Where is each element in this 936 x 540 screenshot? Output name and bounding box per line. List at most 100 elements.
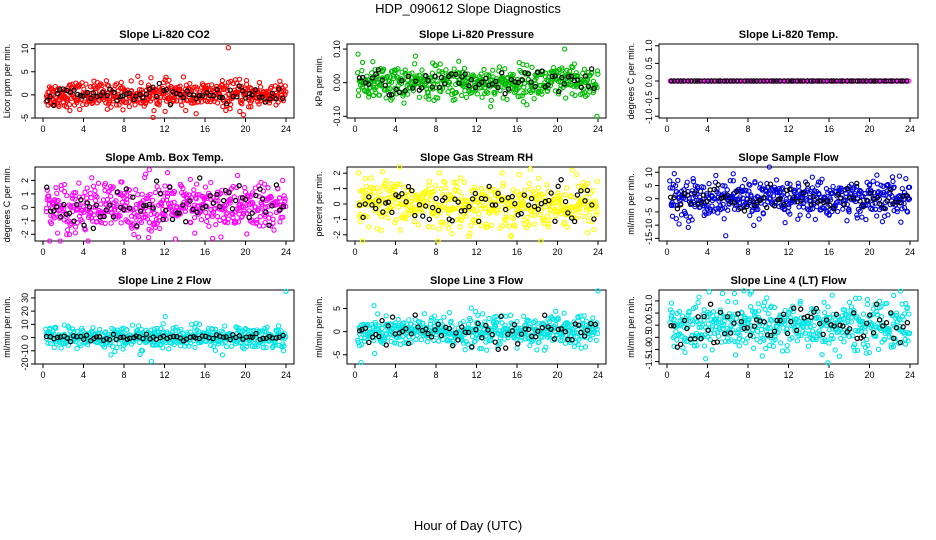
data-point bbox=[452, 96, 458, 103]
data-point bbox=[275, 323, 282, 329]
data-point bbox=[402, 184, 408, 190]
hourly-point bbox=[482, 196, 489, 202]
outlier-point bbox=[595, 288, 601, 294]
data-point bbox=[160, 206, 166, 213]
data-point bbox=[504, 96, 510, 103]
hourly-point bbox=[455, 199, 461, 205]
hourly-point bbox=[174, 210, 180, 216]
hourly-point bbox=[203, 203, 209, 210]
data-point bbox=[274, 199, 280, 205]
hourly-point bbox=[187, 198, 193, 204]
y-tick-label: 1.0 bbox=[644, 295, 654, 308]
data-point bbox=[682, 349, 688, 355]
y-tick-label: 1 bbox=[332, 186, 342, 191]
data-point bbox=[544, 182, 550, 188]
hourly-point bbox=[472, 190, 479, 197]
data-point bbox=[355, 87, 362, 93]
hourly-point bbox=[528, 79, 534, 85]
data-point bbox=[773, 189, 780, 195]
hourly-point bbox=[126, 205, 133, 211]
main-title: HDP_090612 Slope Diagnostics bbox=[375, 1, 561, 16]
data-point bbox=[434, 78, 440, 84]
data-point bbox=[571, 61, 577, 67]
hourly-point bbox=[442, 195, 448, 201]
data-point bbox=[283, 203, 289, 210]
hourly-point bbox=[375, 67, 382, 73]
hourly-point bbox=[538, 200, 544, 207]
x-tick-label: 8 bbox=[121, 370, 126, 380]
data-point bbox=[573, 171, 580, 178]
hourly-point bbox=[167, 101, 174, 108]
data-point bbox=[445, 210, 451, 216]
data-point bbox=[825, 304, 831, 310]
x-tick-label: 4 bbox=[705, 124, 710, 134]
x-tick-label: 0 bbox=[40, 247, 45, 257]
data-point bbox=[524, 102, 530, 108]
hourly-point bbox=[871, 78, 877, 84]
data-point bbox=[396, 164, 403, 170]
data-point bbox=[751, 222, 757, 228]
series-points bbox=[43, 167, 289, 244]
data-point bbox=[715, 333, 722, 339]
hourly-point bbox=[405, 73, 412, 80]
panel-title: Slope Line 3 Flow bbox=[430, 275, 523, 287]
hourly-point bbox=[828, 78, 834, 84]
hourly-point bbox=[180, 202, 186, 208]
data-point bbox=[683, 196, 689, 202]
data-point bbox=[217, 217, 223, 224]
hourly-point bbox=[44, 184, 50, 190]
data-point bbox=[193, 181, 200, 187]
outlier-point bbox=[240, 112, 247, 118]
hourly-point bbox=[249, 210, 255, 216]
data-point bbox=[404, 91, 411, 97]
data-point bbox=[594, 178, 601, 184]
data-point bbox=[568, 82, 574, 88]
data-point bbox=[379, 214, 385, 220]
data-point bbox=[736, 343, 742, 349]
hourly-point bbox=[518, 210, 524, 217]
data-point bbox=[157, 225, 163, 232]
hourly-point bbox=[426, 216, 432, 222]
hourly-point bbox=[362, 201, 368, 207]
hourly-point bbox=[436, 84, 443, 91]
hourly-point bbox=[382, 82, 388, 88]
data-point bbox=[743, 187, 749, 194]
data-point bbox=[222, 323, 228, 329]
data-point bbox=[355, 93, 362, 99]
hourly-point bbox=[808, 78, 814, 84]
hourly-point bbox=[273, 182, 280, 188]
hourly-point bbox=[66, 210, 73, 216]
y-tick-label: 0.0 bbox=[644, 75, 654, 88]
data-point bbox=[510, 71, 516, 78]
data-point bbox=[532, 190, 539, 196]
hourly-point bbox=[141, 203, 147, 209]
hourly-point bbox=[399, 191, 405, 197]
x-tick-label: 12 bbox=[783, 247, 793, 257]
data-point bbox=[557, 192, 563, 198]
hourly-point bbox=[486, 183, 492, 190]
data-point bbox=[719, 290, 726, 297]
hourly-point bbox=[180, 94, 187, 101]
data-point bbox=[750, 345, 757, 351]
x-tick-label: 24 bbox=[593, 370, 603, 380]
data-point bbox=[158, 201, 165, 208]
data-point bbox=[66, 231, 73, 238]
hourly-point bbox=[797, 78, 803, 84]
hourly-point bbox=[499, 197, 505, 203]
data-point bbox=[536, 88, 542, 94]
y-tick-label: 10 bbox=[20, 319, 30, 329]
x-tick-label: 12 bbox=[783, 124, 793, 134]
data-point bbox=[545, 221, 551, 227]
hourly-point bbox=[229, 206, 236, 212]
y-axis-label: ml/min per min. bbox=[2, 296, 12, 358]
data-point bbox=[794, 338, 801, 344]
hourly-point bbox=[509, 193, 515, 200]
data-point bbox=[564, 67, 570, 73]
data-point bbox=[127, 193, 134, 200]
data-point bbox=[461, 179, 467, 185]
x-tick-label: 16 bbox=[824, 247, 834, 257]
hourly-points bbox=[356, 66, 597, 98]
data-point bbox=[565, 224, 571, 230]
data-point bbox=[148, 75, 154, 81]
hourly-point bbox=[379, 77, 385, 83]
